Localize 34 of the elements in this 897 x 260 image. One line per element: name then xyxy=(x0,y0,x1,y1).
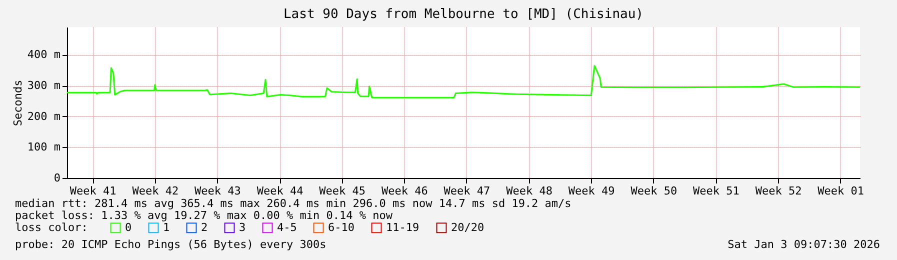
x-tick-label: Week 49 xyxy=(568,184,615,198)
x-tick-label: Week 50 xyxy=(630,184,678,198)
text: Sat Jan 3 09:07:30 2026 xyxy=(728,238,880,251)
text: median rtt: 281.4 ms avg 365.4 ms max 260.4 ms min 296.0 ms now 14.7 ms sd 19.2 am/s xyxy=(15,197,572,210)
chart-title: Last 90 Days from Melbourne to [MD] (Chisinau) xyxy=(283,7,644,22)
x-tick-label: Week 51 xyxy=(693,184,740,198)
legend-label: 2 xyxy=(201,220,208,234)
y-tick-label: 100 m xyxy=(27,140,61,154)
legend-label: 4-5 xyxy=(277,220,297,234)
x-tick-label: Week 46 xyxy=(381,184,428,198)
text: packet loss: 1.33 % avg 19.27 % max 0.00 % min 0.14 % now xyxy=(15,209,393,222)
x-tick-label: Week 48 xyxy=(506,184,552,198)
legend-title: loss color: xyxy=(15,221,88,234)
x-tick-label: Week 43 xyxy=(194,184,241,198)
legend-label: 6-10 xyxy=(328,220,354,234)
x-tick-label: Week 47 xyxy=(444,184,490,198)
x-tick-label: Week 42 xyxy=(132,184,179,198)
legend-label: 3 xyxy=(239,220,246,234)
x-tick-label: Week 52 xyxy=(755,184,802,198)
x-tick-label: Week 44 xyxy=(256,184,304,198)
text: probe: 20 ICMP Echo Pings (56 Bytes) every 300s xyxy=(15,238,326,251)
line-series xyxy=(67,65,860,98)
legend-label: 1 xyxy=(163,220,170,234)
y-tick-label: 300 m xyxy=(27,79,61,92)
y-tick-label: 400 m xyxy=(27,48,61,62)
legend-label: 11-19 xyxy=(386,220,420,234)
y-axis-title: Seconds xyxy=(11,80,24,126)
legend-label: 20/20 xyxy=(451,220,484,234)
y-tick-label: 200 m xyxy=(27,110,61,123)
legend-label: 0 xyxy=(125,220,132,234)
x-tick-label: Week 45 xyxy=(319,184,366,198)
y-tick-label: 0 xyxy=(54,172,60,184)
x-tick-label: Week 41 xyxy=(70,184,116,198)
x-tick-label: Week 01 xyxy=(818,184,864,198)
